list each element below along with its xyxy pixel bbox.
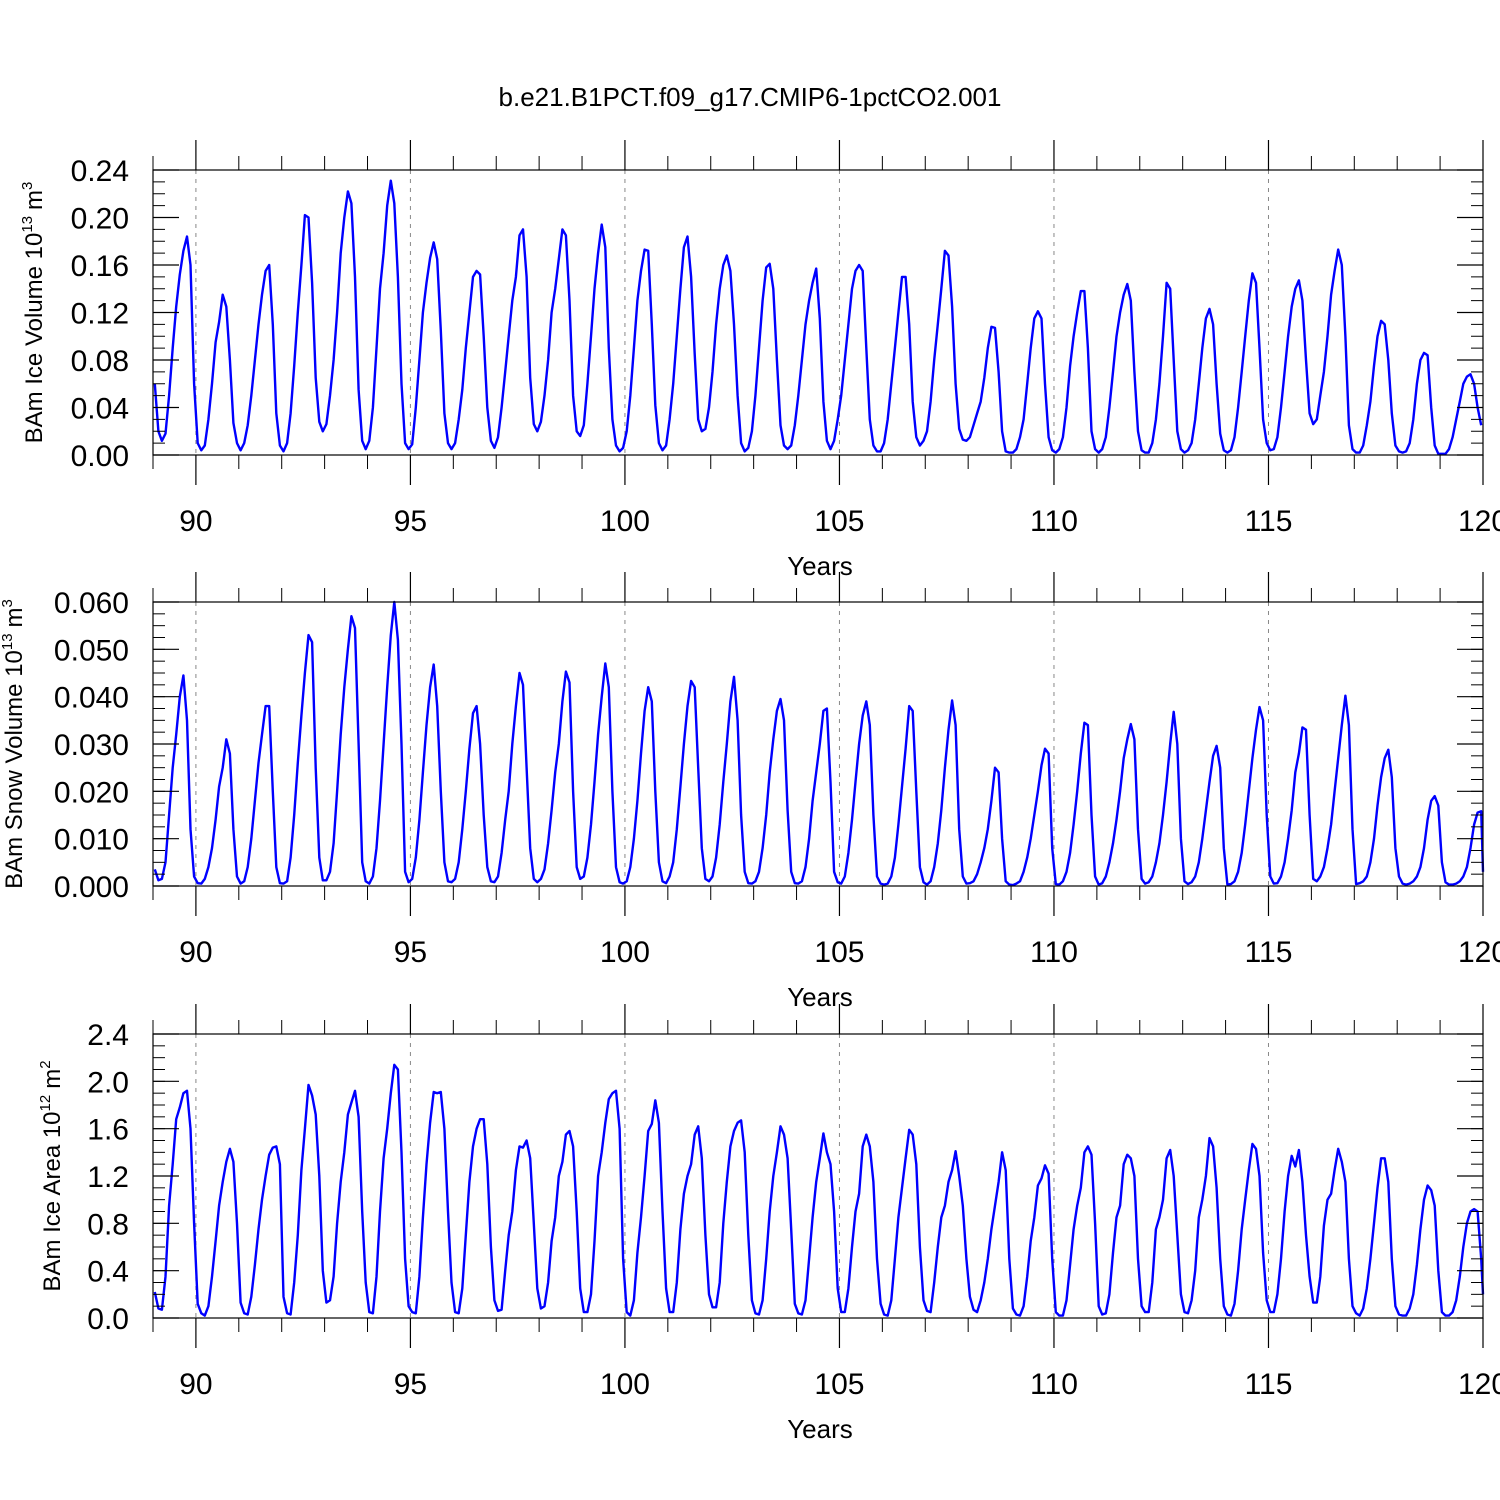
y-axis-title-exponent: 13 <box>0 633 16 650</box>
x-axis-title: Years <box>787 1414 853 1444</box>
chart-panel-3: 0.0 0.4 0.8 1.2 1.6 2.0 2.4 90 95 100 105 110 115 120… <box>37 1004 1500 1444</box>
x-tick-label: 110 <box>1030 505 1078 538</box>
x-tick-label: 100 <box>600 936 650 969</box>
x-tick-label: 95 <box>394 1368 427 1401</box>
series-line <box>153 600 1485 887</box>
x-tick-label: 120 <box>1458 936 1500 969</box>
x-tick-label: 110 <box>1030 936 1078 969</box>
x-tick-label: 110 <box>1030 1368 1078 1401</box>
y-axis-title-exponent: 13 <box>19 216 36 233</box>
y-axis-title-unit-exponent: 3 <box>19 182 36 190</box>
x-tick-label: 105 <box>814 936 864 969</box>
y-tick-label: 0.000 <box>54 871 129 904</box>
x-tick-label: 100 <box>600 1368 650 1401</box>
y-axis-title-unit: m <box>39 1069 66 1089</box>
plot-frame <box>152 601 1484 887</box>
y-tick-label: 0.060 <box>54 587 129 620</box>
x-tick-label: 120 <box>1458 1368 1500 1401</box>
y-tick-label: 0.12 <box>71 298 129 331</box>
y-tick-label: 0.040 <box>54 682 129 715</box>
y-axis-title-unit: m <box>1 607 28 627</box>
y-tick-label: 0.050 <box>54 634 129 667</box>
y-tick-label: 0.24 <box>71 155 129 188</box>
y-tick-label: 1.6 <box>87 1114 129 1147</box>
x-tick-label: 90 <box>179 936 212 969</box>
y-axis-title: BAm Ice Area 1012 m2 <box>37 1060 66 1291</box>
x-tick-label: 115 <box>1245 1368 1293 1401</box>
y-tick-label: 0.16 <box>71 250 129 283</box>
y-tick-label: 0.0 <box>87 1303 129 1336</box>
y-tick-label: 0.010 <box>54 824 129 857</box>
chart-panel-1: 0.00 0.04 0.08 0.12 0.16 0.20 0.24 90 95 100 105 11… <box>19 140 1500 581</box>
y-tick-label: 0.4 <box>87 1256 129 1289</box>
y-tick-label: 0.20 <box>71 203 129 236</box>
x-axis-title: Years <box>787 982 853 1012</box>
x-tick-label: 90 <box>179 505 212 538</box>
y-axis-title-exponent: 12 <box>37 1095 54 1112</box>
y-tick-label: 1.2 <box>87 1161 129 1194</box>
x-tick-label: 100 <box>600 505 650 538</box>
y-axis-title-main: BAm Ice Area 10 <box>39 1111 66 1291</box>
page-title: b.e21.B1PCT.f09_g17.CMIP6-1pctCO2.001 <box>498 82 1002 112</box>
x-axis-title: Years <box>787 551 853 581</box>
x-tick-label: 95 <box>394 936 427 969</box>
x-tick-label: 90 <box>179 1368 212 1401</box>
x-tick-label: 120 <box>1458 505 1500 538</box>
y-tick-label: 2.0 <box>87 1066 129 1099</box>
y-axis-title-unit-exponent: 2 <box>37 1060 54 1068</box>
series-line <box>153 1063 1485 1317</box>
x-tick-label: 115 <box>1245 505 1293 538</box>
chart-panel-2: 0.000 0.010 0.020 0.030 0.040 0.050 0.060 90 95 1… <box>0 572 1500 1012</box>
y-tick-label: 0.08 <box>71 345 129 378</box>
y-axis-title: BAm Snow Volume 1013 m3 <box>0 599 28 889</box>
x-tick-label: 95 <box>394 505 427 538</box>
y-axis-title-unit: m <box>21 190 48 210</box>
y-tick-label: 0.020 <box>54 776 129 809</box>
y-tick-label: 0.00 <box>71 440 129 473</box>
x-tick-label: 115 <box>1245 936 1293 969</box>
y-tick-label: 0.8 <box>87 1208 129 1241</box>
y-tick-label: 0.030 <box>54 729 129 762</box>
y-tick-label: 2.4 <box>87 1019 129 1052</box>
y-axis-title-main: BAm Snow Volume 10 <box>1 650 28 889</box>
x-tick-label: 105 <box>814 505 864 538</box>
y-axis-title-unit-exponent: 3 <box>0 599 16 607</box>
y-tick-label: 0.04 <box>71 393 129 426</box>
y-axis-title: BAm Ice Volume 1013 m3 <box>19 182 48 444</box>
y-axis-title-main: BAm Ice Volume 10 <box>21 233 48 444</box>
series-line <box>153 179 1483 455</box>
x-tick-label: 105 <box>814 1368 864 1401</box>
